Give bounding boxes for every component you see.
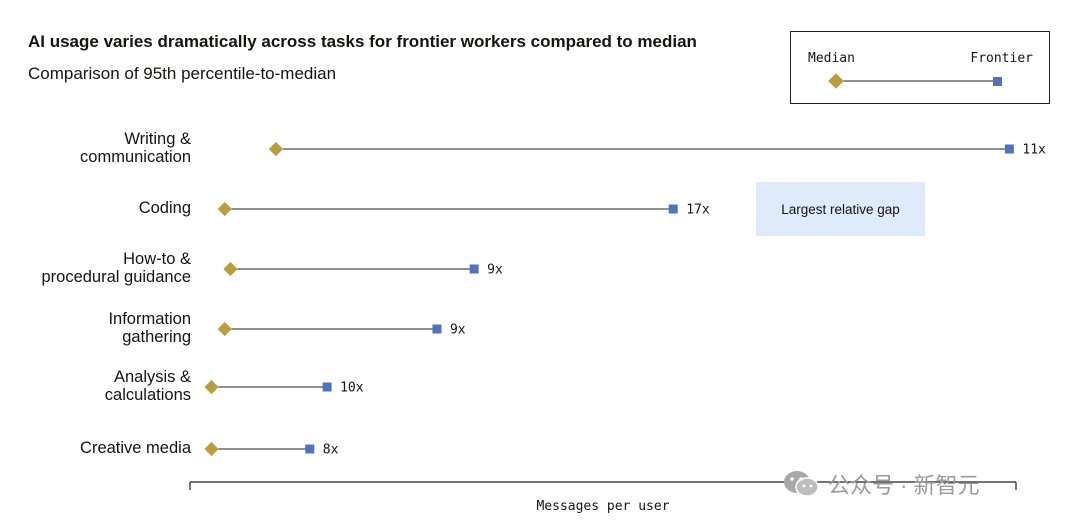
category-label-line: Analysis & bbox=[113, 368, 191, 386]
ratio-label: 9x bbox=[450, 323, 466, 338]
legend-frontier-marker bbox=[993, 77, 1002, 86]
frontier-marker bbox=[322, 382, 332, 392]
category-label-line: procedural guidance bbox=[41, 268, 191, 286]
frontier-marker bbox=[432, 324, 442, 334]
ratio-label: 11x bbox=[1022, 143, 1046, 158]
median-marker bbox=[223, 261, 238, 277]
wechat-icon bbox=[784, 471, 819, 497]
chart-title: AI usage varies dramatically across task… bbox=[28, 32, 697, 51]
category-label-line: How-to & bbox=[123, 250, 191, 268]
x-axis-label: Messages per user bbox=[536, 499, 670, 514]
frontier-marker bbox=[1004, 144, 1014, 154]
frontier-marker bbox=[668, 204, 678, 214]
median-marker bbox=[204, 379, 219, 395]
category-label-line: Information bbox=[108, 310, 191, 328]
category-label: How-to & procedural guidance bbox=[1, 250, 191, 286]
median-marker bbox=[204, 441, 219, 457]
legend-median-label: Median bbox=[808, 51, 855, 66]
category-label-line: Coding bbox=[138, 199, 191, 217]
watermark: 公众号 · 新智元 bbox=[782, 468, 980, 500]
median-marker bbox=[217, 321, 232, 337]
category-label-line: calculations bbox=[104, 386, 191, 404]
legend-frontier-label: Frontier bbox=[970, 51, 1033, 66]
ratio-label: 17x bbox=[686, 203, 710, 218]
watermark-text: 公众号 · 新智元 bbox=[828, 473, 980, 498]
category-label: Coding bbox=[1, 199, 191, 217]
frontier-marker bbox=[469, 264, 479, 274]
callout-text: Largest relative gap bbox=[781, 201, 900, 217]
median-marker bbox=[268, 141, 283, 157]
callout-largest-gap: Largest relative gap bbox=[756, 182, 925, 236]
category-label-line: communication bbox=[80, 148, 191, 166]
category-label: Writing & communication bbox=[1, 130, 191, 166]
ratio-label: 9x bbox=[487, 263, 503, 278]
category-label-line: Writing & bbox=[124, 130, 191, 148]
ratio-label: 8x bbox=[323, 443, 339, 458]
chart-subtitle: Comparison of 95th percentile-to-median bbox=[28, 64, 337, 83]
category-label-line: Creative media bbox=[80, 439, 191, 457]
frontier-marker bbox=[305, 444, 315, 454]
category-label-line: gathering bbox=[122, 328, 191, 346]
category-label: Creative media bbox=[1, 439, 191, 457]
median-marker bbox=[217, 201, 232, 217]
ratio-label: 10x bbox=[340, 381, 364, 396]
legend-swatch bbox=[828, 73, 1002, 89]
category-label: Information gathering bbox=[1, 310, 191, 346]
legend: Median Frontier bbox=[790, 31, 1050, 104]
category-label: Analysis & calculations bbox=[1, 368, 191, 404]
